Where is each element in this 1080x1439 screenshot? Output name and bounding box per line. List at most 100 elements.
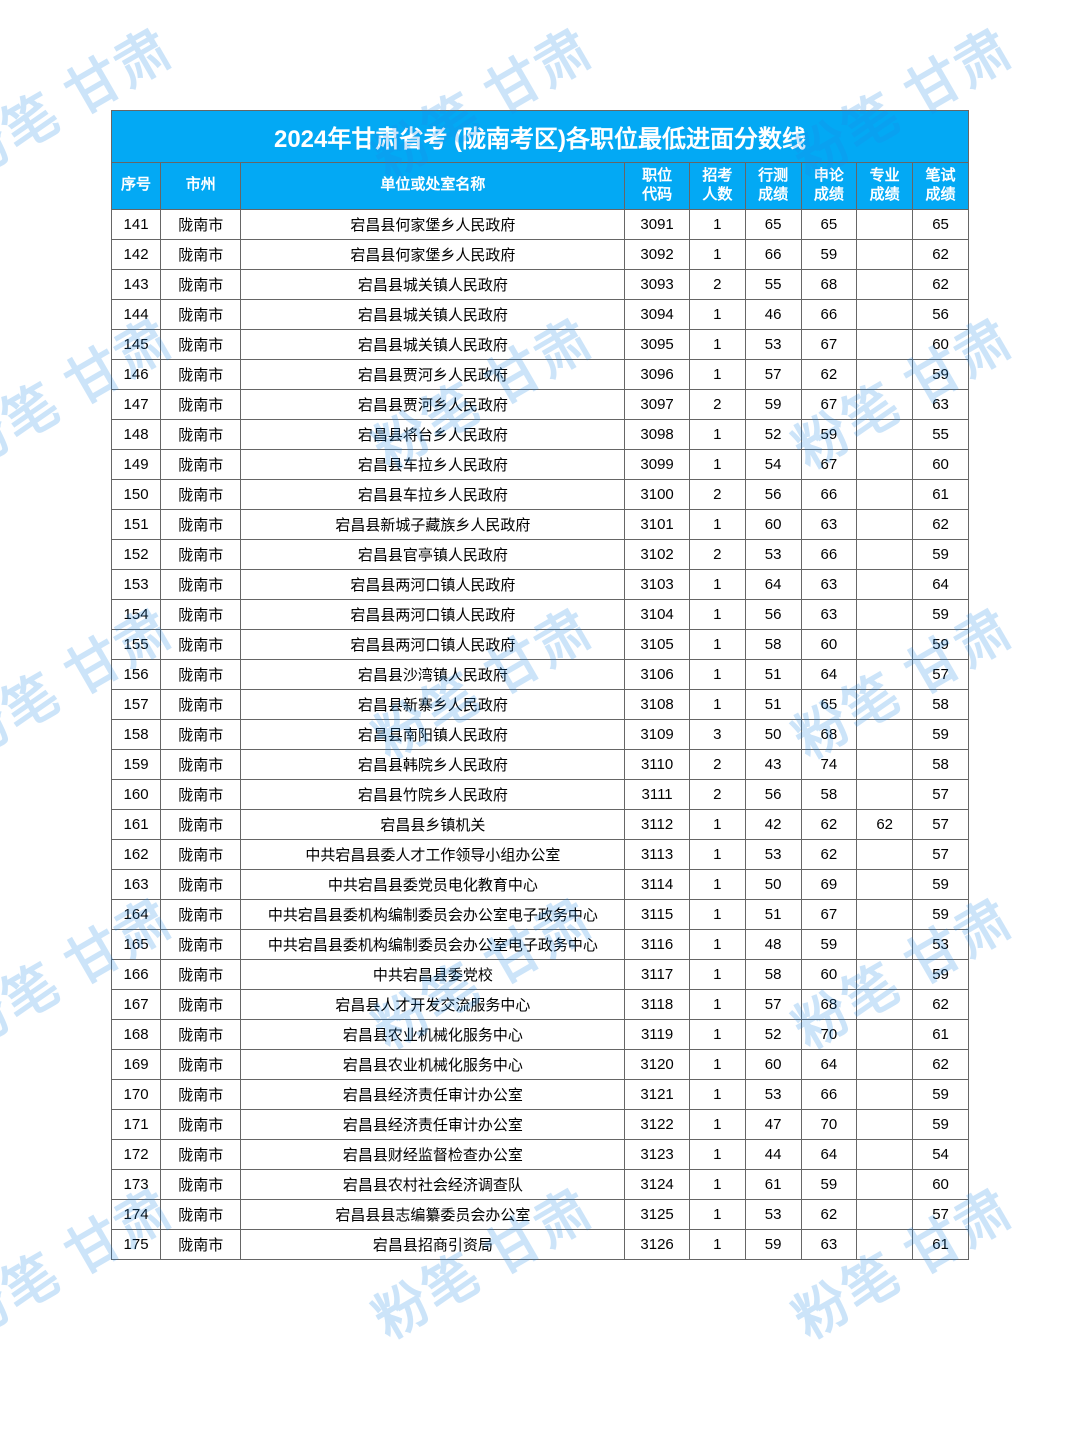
- cell-s3: [857, 719, 913, 749]
- cell-unit: 宕昌县韩院乡人民政府: [241, 749, 625, 779]
- cell-count: 1: [689, 809, 745, 839]
- cell-s1: 53: [745, 1079, 801, 1109]
- table-row: 143陇南市宕昌县城关镇人民政府30932556862: [112, 269, 969, 299]
- cell-s4: 58: [913, 749, 969, 779]
- cell-s3: [857, 659, 913, 689]
- table-row: 150陇南市宕昌县车拉乡人民政府31002566661: [112, 479, 969, 509]
- cell-unit: 宕昌县沙湾镇人民政府: [241, 659, 625, 689]
- cell-s1: 47: [745, 1109, 801, 1139]
- cell-s1: 58: [745, 629, 801, 659]
- cell-city: 陇南市: [161, 209, 241, 239]
- table-row: 169陇南市宕昌县农业机械化服务中心31201606462: [112, 1049, 969, 1079]
- cell-code: 3122: [625, 1109, 690, 1139]
- cell-s4: 59: [913, 1079, 969, 1109]
- cell-city: 陇南市: [161, 1049, 241, 1079]
- cell-s2: 68: [801, 989, 857, 1019]
- cell-s3: [857, 479, 913, 509]
- cell-seq: 164: [112, 899, 161, 929]
- cell-code: 3101: [625, 509, 690, 539]
- cell-s4: 63: [913, 389, 969, 419]
- cell-s3: [857, 299, 913, 329]
- cell-code: 3105: [625, 629, 690, 659]
- cell-s1: 60: [745, 1049, 801, 1079]
- cell-seq: 144: [112, 299, 161, 329]
- cell-s3: [857, 629, 913, 659]
- cell-count: 1: [689, 239, 745, 269]
- cell-s2: 59: [801, 419, 857, 449]
- cell-s2: 63: [801, 569, 857, 599]
- cell-code: 3121: [625, 1079, 690, 1109]
- cell-s2: 62: [801, 1199, 857, 1229]
- cell-unit: 宕昌县车拉乡人民政府: [241, 479, 625, 509]
- cell-s3: [857, 209, 913, 239]
- table-row: 164陇南市中共宕昌县委机构编制委员会办公室电子政务中心31151516759: [112, 899, 969, 929]
- cell-s2: 74: [801, 749, 857, 779]
- cell-s2: 67: [801, 899, 857, 929]
- cell-count: 1: [689, 1019, 745, 1049]
- cell-city: 陇南市: [161, 1199, 241, 1229]
- cell-seq: 165: [112, 929, 161, 959]
- cell-s3: [857, 1229, 913, 1259]
- cell-s3: [857, 869, 913, 899]
- cell-s1: 56: [745, 479, 801, 509]
- cell-code: 3097: [625, 389, 690, 419]
- table-body: 141陇南市宕昌县何家堡乡人民政府30911656565142陇南市宕昌县何家堡…: [112, 209, 969, 1259]
- cell-s3: [857, 599, 913, 629]
- cell-seq: 149: [112, 449, 161, 479]
- table-row: 144陇南市宕昌县城关镇人民政府30941466656: [112, 299, 969, 329]
- cell-s1: 60: [745, 509, 801, 539]
- table-row: 168陇南市宕昌县农业机械化服务中心31191527061: [112, 1019, 969, 1049]
- cell-s2: 65: [801, 689, 857, 719]
- cell-seq: 170: [112, 1079, 161, 1109]
- cell-s2: 63: [801, 1229, 857, 1259]
- cell-s4: 61: [913, 1019, 969, 1049]
- table-row: 146陇南市宕昌县贾河乡人民政府30961576259: [112, 359, 969, 389]
- cell-unit: 宕昌县招商引资局: [241, 1229, 625, 1259]
- cell-s1: 50: [745, 869, 801, 899]
- cell-code: 3125: [625, 1199, 690, 1229]
- cell-code: 3119: [625, 1019, 690, 1049]
- cell-s3: [857, 959, 913, 989]
- cell-s1: 59: [745, 1229, 801, 1259]
- cell-s4: 59: [913, 899, 969, 929]
- cell-count: 1: [689, 899, 745, 929]
- cell-seq: 161: [112, 809, 161, 839]
- cell-city: 陇南市: [161, 1079, 241, 1109]
- table-row: 152陇南市宕昌县官亭镇人民政府31022536659: [112, 539, 969, 569]
- cell-count: 1: [689, 629, 745, 659]
- cell-s3: [857, 899, 913, 929]
- cell-city: 陇南市: [161, 869, 241, 899]
- cell-count: 3: [689, 719, 745, 749]
- cell-s4: 60: [913, 329, 969, 359]
- cell-seq: 143: [112, 269, 161, 299]
- cell-unit: 宕昌县官亭镇人民政府: [241, 539, 625, 569]
- cell-city: 陇南市: [161, 269, 241, 299]
- cell-unit: 中共宕昌县委人才工作领导小组办公室: [241, 839, 625, 869]
- cell-s4: 59: [913, 539, 969, 569]
- cell-count: 1: [689, 929, 745, 959]
- cell-unit: 宕昌县竹院乡人民政府: [241, 779, 625, 809]
- cell-s3: [857, 1109, 913, 1139]
- cell-code: 3092: [625, 239, 690, 269]
- cell-s1: 58: [745, 959, 801, 989]
- cell-s2: 66: [801, 539, 857, 569]
- cell-seq: 171: [112, 1109, 161, 1139]
- cell-s4: 59: [913, 869, 969, 899]
- cell-s4: 54: [913, 1139, 969, 1169]
- cell-s2: 66: [801, 299, 857, 329]
- cell-s2: 64: [801, 1139, 857, 1169]
- cell-city: 陇南市: [161, 1109, 241, 1139]
- cell-s1: 53: [745, 329, 801, 359]
- cell-s1: 54: [745, 449, 801, 479]
- cell-code: 3126: [625, 1229, 690, 1259]
- cell-s1: 65: [745, 209, 801, 239]
- cell-unit: 宕昌县财经监督检查办公室: [241, 1139, 625, 1169]
- cell-code: 3110: [625, 749, 690, 779]
- cell-s2: 68: [801, 719, 857, 749]
- th-count: 招考人数: [689, 163, 745, 210]
- cell-count: 1: [689, 1049, 745, 1079]
- cell-city: 陇南市: [161, 899, 241, 929]
- cell-s3: [857, 239, 913, 269]
- cell-s1: 64: [745, 569, 801, 599]
- cell-s3: [857, 1079, 913, 1109]
